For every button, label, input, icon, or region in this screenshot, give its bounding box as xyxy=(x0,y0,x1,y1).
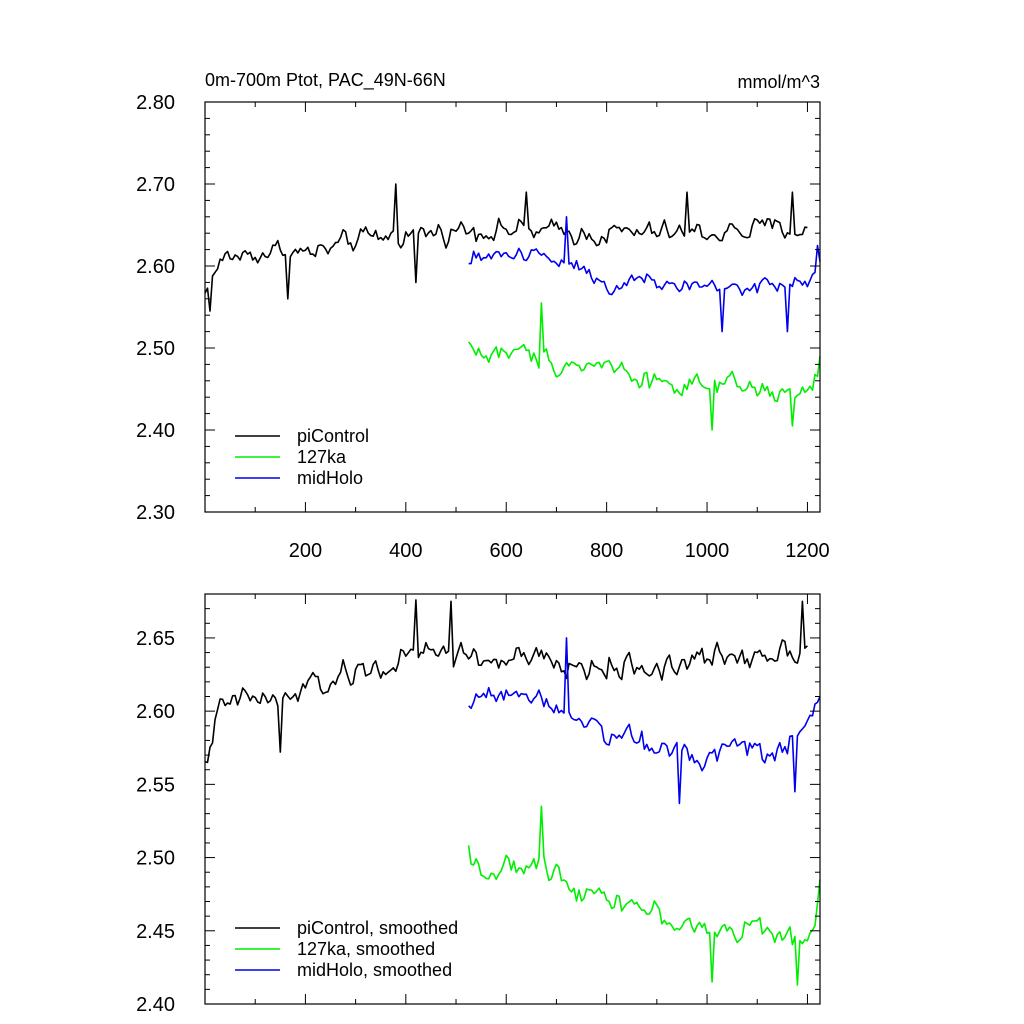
y-tick-label: 2.55 xyxy=(136,774,175,796)
series-line xyxy=(467,302,821,431)
top-panel-ticks: 200 400 600 800 1000 1200 2.30 2.40 2.50 2.60 2.70… xyxy=(136,92,830,562)
y-tick-label: 2.30 xyxy=(136,502,175,524)
series-line xyxy=(468,216,821,333)
legend-label: midHolo, smoothed xyxy=(297,960,452,980)
series-line xyxy=(468,637,821,805)
top-panel: 0m-700m Ptot, PAC_49N-66N mmol/m^3 200 40… xyxy=(136,70,830,562)
top-panel-units: mmol/m^3 xyxy=(738,72,820,92)
top-panel-series xyxy=(204,183,821,431)
x-tick-label: 800 xyxy=(590,540,623,562)
x-tick-label: 600 xyxy=(490,540,523,562)
y-tick-label: 2.50 xyxy=(136,848,175,870)
legend-label: piControl xyxy=(297,426,369,446)
legend-label: 127ka, smoothed xyxy=(297,939,435,959)
top-panel-frame xyxy=(204,101,821,513)
y-tick-label: 2.50 xyxy=(136,338,175,360)
y-tick-label: 2.65 xyxy=(136,628,175,650)
series-line xyxy=(467,805,821,986)
bottom-panel-ticks: 2.40 2.45 2.50 2.55 2.60 2.65 xyxy=(136,593,820,1016)
legend-label: midHolo xyxy=(297,468,363,488)
y-tick-label: 2.60 xyxy=(136,701,175,723)
y-tick-label: 2.45 xyxy=(136,921,175,943)
bottom-panel: 2.40 2.45 2.50 2.55 2.60 2.65 piControl, smoo… xyxy=(136,593,821,1016)
y-tick-label: 2.80 xyxy=(136,92,175,114)
y-tick-label: 2.40 xyxy=(136,994,175,1016)
x-tick-label: 200 xyxy=(289,540,322,562)
legend-label: 127ka xyxy=(297,447,347,467)
bottom-panel-series xyxy=(204,599,821,986)
y-tick-label: 2.70 xyxy=(136,174,175,196)
bottom-panel-frame xyxy=(204,593,821,1005)
x-tick-label: 1200 xyxy=(785,540,830,562)
x-tick-label: 400 xyxy=(389,540,422,562)
series-line xyxy=(204,599,808,764)
y-tick-label: 2.40 xyxy=(136,420,175,442)
legend-label: piControl, smoothed xyxy=(297,918,458,938)
y-tick-label: 2.60 xyxy=(136,256,175,278)
x-tick-label: 1000 xyxy=(685,540,730,562)
top-panel-title: 0m-700m Ptot, PAC_49N-66N xyxy=(205,70,446,91)
series-line xyxy=(204,183,808,312)
